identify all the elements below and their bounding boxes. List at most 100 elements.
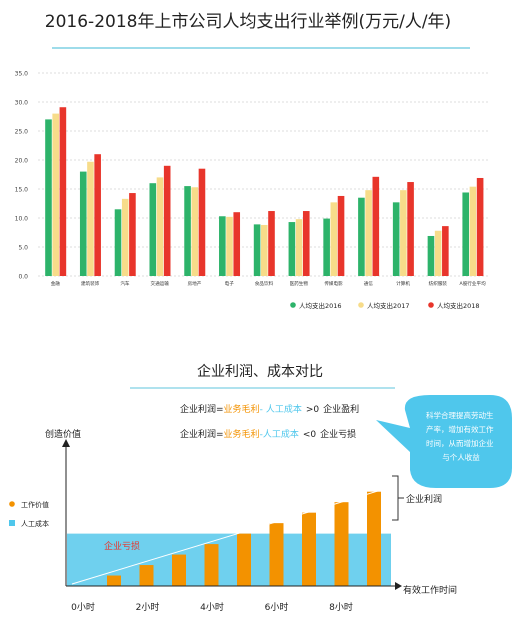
x-tick-label: 0小时 — [71, 601, 95, 613]
bar-交通运输-人均支出2018 — [163, 165, 171, 276]
bar-交通运输-人均支出2017 — [156, 177, 164, 276]
formula-loss: 企业利润=业务毛利-人工成本 <0 企业亏损 — [180, 428, 356, 440]
x-tick-label: 电子 — [225, 280, 235, 287]
bar-计算机-人均支出2016 — [392, 202, 400, 276]
bar-纺织服装-人均支出2017 — [434, 230, 442, 276]
x-tick-label: 4小时 — [200, 601, 224, 613]
x-tick-label: 通信 — [364, 280, 374, 287]
legend-labor-cost-swatch — [9, 520, 15, 526]
bar-金融-人均支出2017 — [52, 113, 59, 276]
bar-汽车-人均支出2017 — [121, 198, 129, 276]
x-tick-label: 纺织服装 — [429, 280, 448, 287]
x-tick-label: 交通运输 — [150, 280, 169, 287]
legend-label: 人均支出2018 — [437, 301, 480, 310]
work-value-bar — [237, 533, 251, 586]
legend-work-value-swatch — [9, 501, 15, 507]
y-tick-label: 0.0 — [18, 274, 28, 281]
bar-金融-人均支出2018 — [59, 107, 67, 276]
y-axis-label: 创造价值 — [45, 428, 81, 440]
legend-labor-cost-label: 人工成本 — [21, 519, 49, 528]
x-tick-label: 建筑装饰 — [81, 280, 100, 287]
bar-食品饮料-人均支出2016 — [253, 224, 261, 276]
x-tick-label: 传媒电影 — [324, 280, 343, 287]
bar-通信-人均支出2017 — [365, 190, 372, 276]
value-trend-line — [71, 489, 383, 585]
profit-cost-chart: 企业利润、成本对比 企业利润=业务毛利- 人工成本 >0 企业盈利 企业利润=业务毛利… — [9, 363, 512, 613]
x-tick-label: 汽车 — [120, 280, 130, 287]
bar-食品饮料-人均支出2018 — [268, 211, 275, 276]
bar-电子-人均支出2016 — [219, 216, 226, 276]
work-value-bar — [269, 523, 284, 586]
work-value-bar — [204, 544, 219, 586]
work-value-bar — [139, 565, 154, 586]
profit-brace — [392, 475, 404, 521]
bar-房地产-人均支出2016 — [184, 186, 191, 276]
chart2-x-ticks: 0小时 2小时 4小时 6小时 8小时 — [71, 601, 353, 613]
bar-A股行业平均-人均支出2017 — [469, 186, 477, 276]
work-value-bar — [107, 575, 121, 586]
bar-计算机-人均支出2018 — [407, 182, 414, 276]
y-tick-label: 20.0 — [15, 158, 29, 165]
industry-spending-chart: 2016-2018年上市公司人均支出行业举例(万元/人/年) 35.0 30.0 2… — [15, 12, 490, 310]
x-tick-label: A股行业平均 — [460, 280, 487, 287]
bar-房地产-人均支出2017 — [191, 187, 199, 276]
y-tick-label: 35.0 — [15, 71, 29, 78]
x-tick-label: 8小时 — [329, 601, 353, 613]
bar-电子-人均支出2017 — [226, 216, 233, 276]
x-tick-label: 2小时 — [136, 601, 160, 613]
work-value-bar — [367, 491, 381, 586]
bar-传媒电影-人均支出2018 — [337, 195, 345, 276]
y-axis-arrow — [62, 439, 70, 447]
work-value-bar — [334, 502, 349, 586]
bar-汽车-人均支出2018 — [129, 193, 136, 276]
tip-bubble: 科学合理提高劳动生 产率，增加有效工作 时间，从而增加企业 与个人收益 — [376, 395, 512, 488]
bar-纺织服装-人均支出2016 — [427, 235, 435, 276]
y-tick-label: 5.0 — [18, 245, 28, 252]
bar-汽车-人均支出2016 — [114, 209, 122, 276]
chart2-legend: 工作价值 人工成本 — [9, 500, 49, 528]
chart2-title: 企业利润、成本对比 — [197, 363, 323, 380]
x-axis-label: 有效工作时间 — [403, 584, 457, 596]
bar-计算机-人均支出2017 — [400, 190, 407, 276]
bar-电子-人均支出2018 — [233, 212, 241, 276]
bar-医药生物-人均支出2018 — [302, 211, 310, 276]
bar-传媒电影-人均支出2016 — [323, 218, 330, 276]
legend-swatch — [290, 302, 296, 308]
legend-swatch — [358, 302, 364, 308]
bar-传媒电影-人均支出2017 — [330, 202, 338, 276]
profit-label: 企业利润 — [406, 493, 442, 505]
x-tick-label: 食品饮料 — [255, 280, 274, 287]
work-value-bar — [302, 512, 316, 586]
bar-A股行业平均-人均支出2018 — [476, 177, 484, 276]
bar-通信-人均支出2016 — [358, 197, 365, 276]
formula-profit: 企业利润=业务毛利- 人工成本 >0 企业盈利 — [180, 403, 359, 415]
bubble-shape — [376, 395, 512, 488]
chart1-y-axis: 35.0 30.0 25.0 20.0 15.0 10.0 5.0 0.0 — [15, 71, 29, 281]
x-tick-label: 医药生物 — [290, 280, 309, 287]
legend-label: 人均支出2016 — [299, 301, 342, 310]
bar-建筑装饰-人均支出2018 — [94, 154, 101, 276]
legend-work-value-label: 工作价值 — [21, 500, 49, 509]
bar-A股行业平均-人均支出2016 — [462, 192, 470, 276]
bar-纺织服装-人均支出2018 — [442, 226, 449, 276]
x-tick-label: 6小时 — [265, 601, 289, 613]
bar-金融-人均支出2016 — [45, 119, 52, 277]
y-tick-label: 10.0 — [15, 216, 29, 223]
bar-建筑装饰-人均支出2017 — [87, 161, 94, 276]
bar-建筑装饰-人均支出2016 — [79, 171, 87, 276]
legend-label: 人均支出2017 — [367, 301, 410, 310]
legend-swatch — [428, 302, 434, 308]
x-tick-label: 计算机 — [396, 280, 410, 287]
bar-医药生物-人均支出2017 — [295, 219, 303, 276]
bubble-text: 科学合理提高劳动生 产率，增加有效工作 时间，从而增加企业 与个人收益 — [426, 410, 496, 462]
bar-食品饮料-人均支出2017 — [261, 224, 268, 276]
chart1-title: 2016-2018年上市公司人均支出行业举例(万元/人/年) — [45, 12, 451, 32]
bar-医药生物-人均支出2016 — [288, 222, 296, 276]
chart1-bars — [45, 107, 484, 277]
y-tick-label: 30.0 — [15, 100, 29, 107]
x-tick-label: 房地产 — [188, 280, 202, 287]
chart1-x-axis: 金融 建筑装饰 汽车 交通运输 房地产 电子 食品饮料 医药生物 传媒电影 通信 计算机 纺织服装 A股… — [51, 280, 486, 287]
work-value-bars — [107, 491, 381, 586]
